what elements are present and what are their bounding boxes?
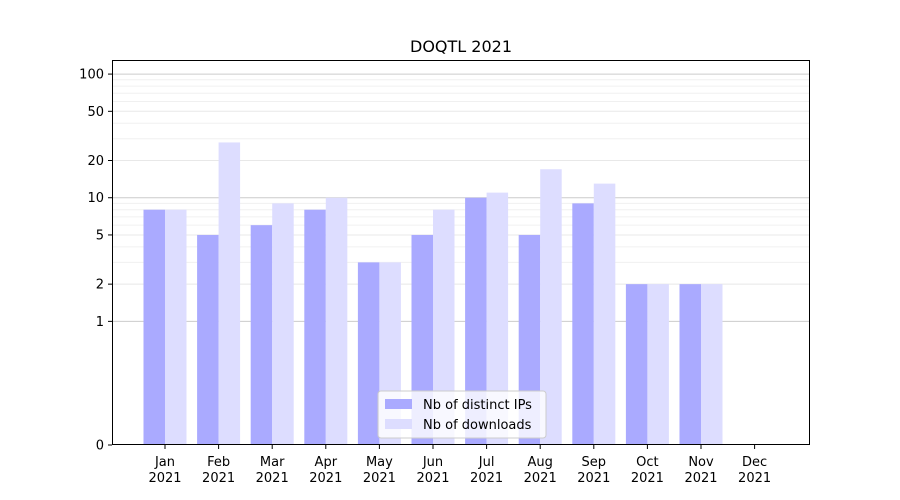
axes: 0125102050100Jan2021Feb2021Mar2021Apr202… (79, 68, 771, 486)
x-tick-label-year: 2021 (256, 471, 289, 486)
x-tick-label-month: Jul (478, 455, 495, 470)
x-tick-label-month: Nov (688, 455, 714, 470)
y-tick-label: 50 (87, 105, 104, 120)
x-tick-label-month: May (366, 455, 393, 470)
y-tick-label: 2 (96, 278, 104, 293)
x-tick-label-year: 2021 (524, 471, 557, 486)
y-tick-label: 10 (87, 191, 104, 206)
bar-downloads (701, 284, 723, 445)
y-tick-label: 5 (96, 228, 104, 243)
y-tick-label: 20 (87, 154, 104, 169)
legend-box (377, 390, 547, 439)
x-tick-label-year: 2021 (202, 471, 235, 486)
bar-distinct-ips (304, 209, 326, 445)
bar-downloads (486, 192, 509, 445)
legend-swatch (385, 399, 412, 409)
x-tick-label-month: Apr (315, 455, 338, 470)
bar-distinct-ips (625, 284, 648, 445)
bar-downloads (647, 284, 669, 445)
bar-downloads (433, 209, 455, 445)
x-tick-label-month: Dec (742, 455, 767, 470)
x-tick-label-year: 2021 (363, 471, 396, 486)
x-tick-label-year: 2021 (309, 471, 342, 486)
x-tick-label-month: Jun (422, 455, 443, 470)
bar-distinct-ips (197, 234, 219, 445)
x-tick-label-month: Feb (207, 455, 230, 470)
x-tick-label-year: 2021 (631, 471, 664, 486)
y-tick-label: 1 (96, 315, 104, 330)
bar-distinct-ips (250, 225, 273, 445)
bar-distinct-ips (572, 203, 594, 445)
bar-distinct-ips (465, 197, 487, 445)
x-tick-label-year: 2021 (738, 471, 771, 486)
legend-label: Nb of downloads (423, 418, 532, 433)
bar-downloads (540, 169, 562, 445)
bar-downloads (325, 197, 348, 445)
x-tick-label-month: Jan (154, 455, 175, 470)
bar-downloads (218, 142, 241, 445)
x-tick-label-year: 2021 (470, 471, 503, 486)
x-tick-label-month: Aug (528, 455, 553, 470)
x-tick-label-year: 2021 (148, 471, 181, 486)
x-tick-label-year: 2021 (684, 471, 717, 486)
chart-title: DOQTL 2021 (410, 37, 512, 56)
x-tick-label-month: Sep (582, 455, 607, 470)
plot-frame (112, 60, 810, 445)
bar-downloads (272, 203, 294, 445)
bar-distinct-ips (143, 209, 165, 445)
legend-label: Nb of distinct IPs (423, 398, 532, 413)
y-tick-label: 100 (79, 68, 104, 83)
x-tick-label-month: Mar (260, 455, 285, 470)
bar-distinct-ips (679, 284, 701, 445)
y-tick-label: 0 (96, 439, 104, 454)
x-tick-label-year: 2021 (577, 471, 610, 486)
bar-downloads (165, 209, 187, 445)
bar-distinct-ips (357, 262, 380, 445)
legend-swatch (385, 419, 412, 429)
x-tick-label-month: Oct (636, 455, 658, 470)
x-tick-label-year: 2021 (416, 471, 449, 486)
legend: Nb of distinct IPs Nb of downloads (377, 390, 547, 439)
bar-downloads (593, 183, 616, 445)
